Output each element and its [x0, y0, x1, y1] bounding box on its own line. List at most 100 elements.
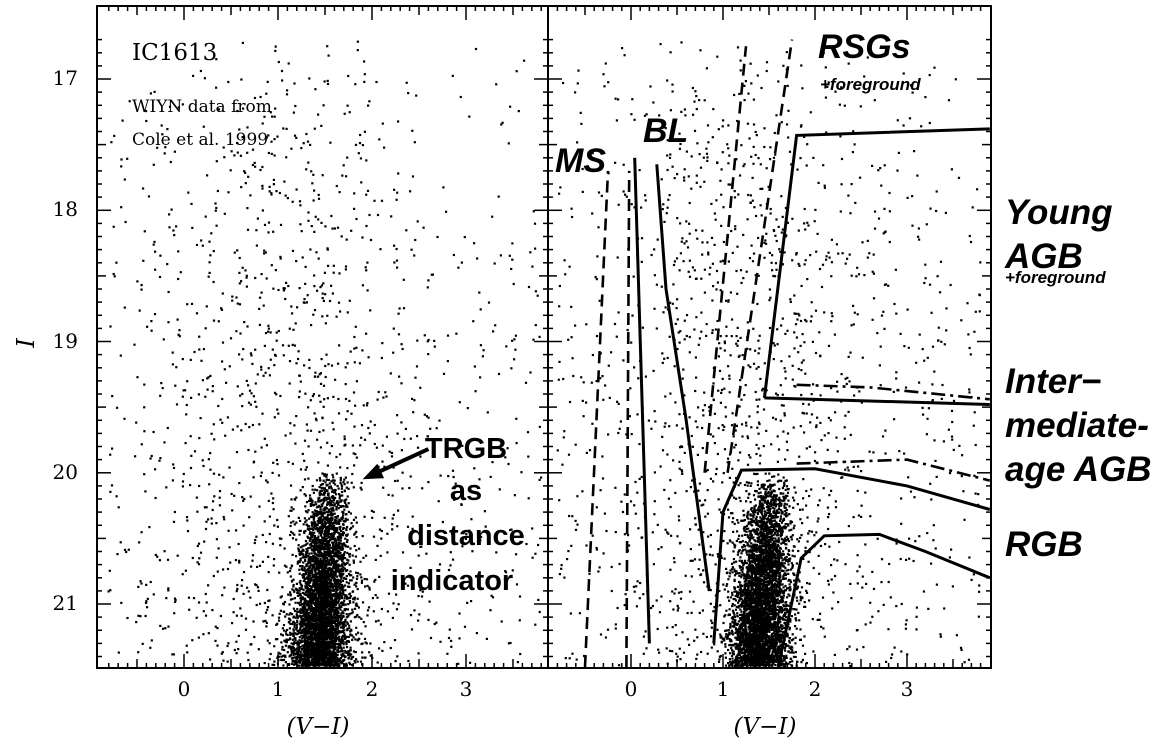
field-star-point: [279, 257, 282, 260]
rgb-star-point: [346, 495, 349, 498]
rgb-star-point: [321, 543, 324, 546]
field-star-point: [150, 454, 153, 458]
rgb-star-point: [276, 638, 279, 641]
rgb-star-point: [318, 575, 321, 578]
field-star-point: [198, 335, 201, 338]
rgb-star-point: [315, 602, 318, 605]
rgb-star-point: [302, 579, 305, 583]
rgb-star-point: [318, 611, 321, 614]
rgb-star-point: [321, 662, 324, 665]
rgb-star-point: [289, 622, 292, 626]
rgb-star-point: [317, 497, 320, 500]
field-star-point: [250, 392, 253, 395]
field-star-point: [339, 481, 342, 484]
rgb-star-point: [280, 658, 283, 661]
rgb-star-point: [337, 563, 340, 566]
field-star-point: [211, 390, 214, 393]
rgb-star-point: [302, 650, 305, 653]
rgb-star-point: [329, 649, 332, 653]
field-star-point: [221, 397, 224, 401]
field-star-point: [323, 474, 326, 477]
field-star-point: [246, 228, 250, 231]
field-star-point: [208, 271, 211, 274]
field-star-point: [165, 597, 168, 600]
rgb-star-point: [313, 543, 316, 546]
rgb-star-point: [354, 603, 358, 607]
rgb-star-point: [325, 642, 328, 645]
field-star-point: [401, 471, 404, 474]
rgb-star-point: [349, 663, 352, 666]
rgb-star-point: [296, 619, 299, 622]
field-star-point: [298, 374, 301, 377]
rgb-star-point: [290, 530, 293, 533]
rgb-star-point: [338, 526, 341, 529]
field-star-point: [510, 267, 513, 271]
rgb-star-point: [314, 525, 317, 528]
rgb-star-point: [333, 592, 336, 595]
rgb-star-point: [340, 572, 343, 576]
rgb-star-point: [298, 641, 301, 645]
rgb-star-point: [340, 605, 343, 608]
rgb-star-point: [291, 662, 294, 665]
rgb-star-point: [316, 638, 319, 641]
field-star-point: [309, 399, 312, 402]
rgb-star-point: [342, 593, 345, 596]
field-star-point: [226, 567, 230, 571]
field-star-point: [303, 298, 306, 301]
rgb-star-point: [287, 593, 290, 596]
field-star-point: [343, 599, 346, 602]
rgb-star-point: [310, 644, 313, 647]
field-star-point: [316, 289, 319, 292]
rgb-star-point: [311, 484, 314, 488]
field-star-point: [511, 569, 514, 572]
field-star-point: [317, 218, 320, 221]
rgb-star-point: [307, 561, 310, 564]
rgb-star-point: [337, 501, 340, 504]
rgb-star-point: [312, 549, 315, 552]
field-star-point: [332, 271, 335, 274]
rgb-star-point: [349, 547, 352, 550]
rgb-star-point: [341, 554, 344, 557]
field-star-point: [270, 264, 273, 267]
rgb-star-point: [301, 608, 304, 611]
rgb-star-point: [308, 593, 311, 596]
rgb-star-point: [348, 585, 351, 588]
rgb-star-point: [329, 594, 332, 598]
rgb-star-point: [334, 516, 337, 519]
rgb-star-point: [299, 611, 302, 615]
field-star-point: [346, 156, 349, 159]
rgb-star-point: [292, 653, 295, 657]
field-star-point: [373, 442, 376, 446]
rgb-star-point: [318, 579, 321, 583]
rgb-star-point: [322, 491, 326, 494]
rgb-star-point: [325, 646, 328, 649]
rgb-star-point: [346, 621, 349, 624]
rgb-star-point: [333, 657, 336, 660]
rgb-star-point: [340, 653, 343, 656]
rgb-star-point: [345, 664, 348, 667]
rgb-star-point: [343, 483, 346, 486]
rgb-star-point: [322, 500, 325, 503]
field-star-point: [310, 170, 313, 173]
field-star-point: [238, 559, 241, 562]
rgb-star-point: [340, 499, 343, 502]
rgb-star-point: [348, 624, 351, 627]
rgb-star-point: [335, 606, 338, 610]
rgb-star-point: [299, 588, 302, 591]
field-star-point: [331, 421, 334, 424]
rgb-star-point: [314, 569, 317, 573]
rgb-star-point: [330, 528, 334, 531]
field-star-point: [166, 426, 169, 430]
rgb-star-point: [344, 641, 347, 644]
rgb-star-point: [320, 548, 323, 551]
field-star-point: [361, 535, 364, 538]
rgb-star-point: [313, 627, 316, 630]
field-star-point: [369, 238, 373, 242]
rgb-star-point: [291, 645, 295, 649]
rgb-star-point: [336, 594, 339, 597]
rgb-star-point: [325, 612, 328, 615]
rgb-star-point: [339, 661, 342, 664]
field-star-point: [342, 523, 345, 526]
field-star-point: [289, 567, 292, 570]
rgb-star-point: [344, 649, 347, 653]
